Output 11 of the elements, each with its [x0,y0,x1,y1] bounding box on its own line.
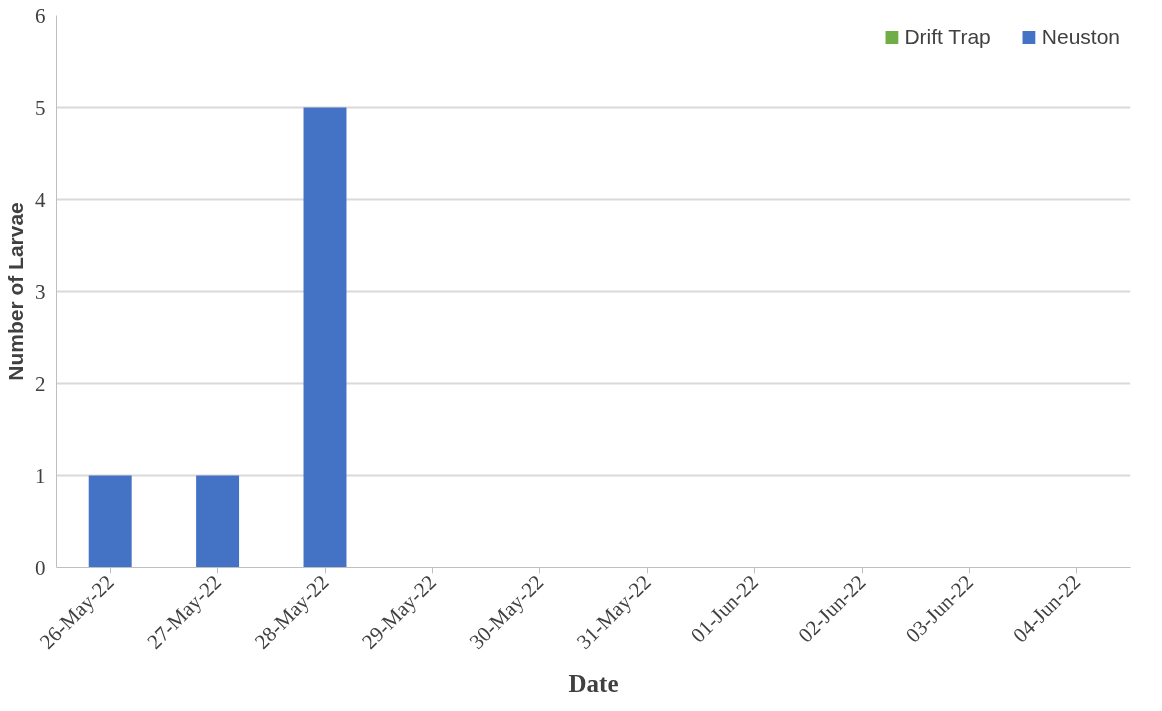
y-axis-title: Number of Larvae [4,202,27,381]
y-tick-label: 5 [35,95,46,120]
y-tick-label: 2 [35,371,46,396]
y-tick-label: 4 [35,187,46,212]
legend-label: Drift Trap [904,25,991,49]
y-tick-label: 1 [35,463,46,488]
y-tick-label: 0 [35,555,46,580]
legend-label: Neuston [1041,25,1120,49]
y-tick-label: 6 [35,3,46,28]
x-axis-title: Date [568,670,619,698]
y-tick-label: 3 [35,279,46,304]
